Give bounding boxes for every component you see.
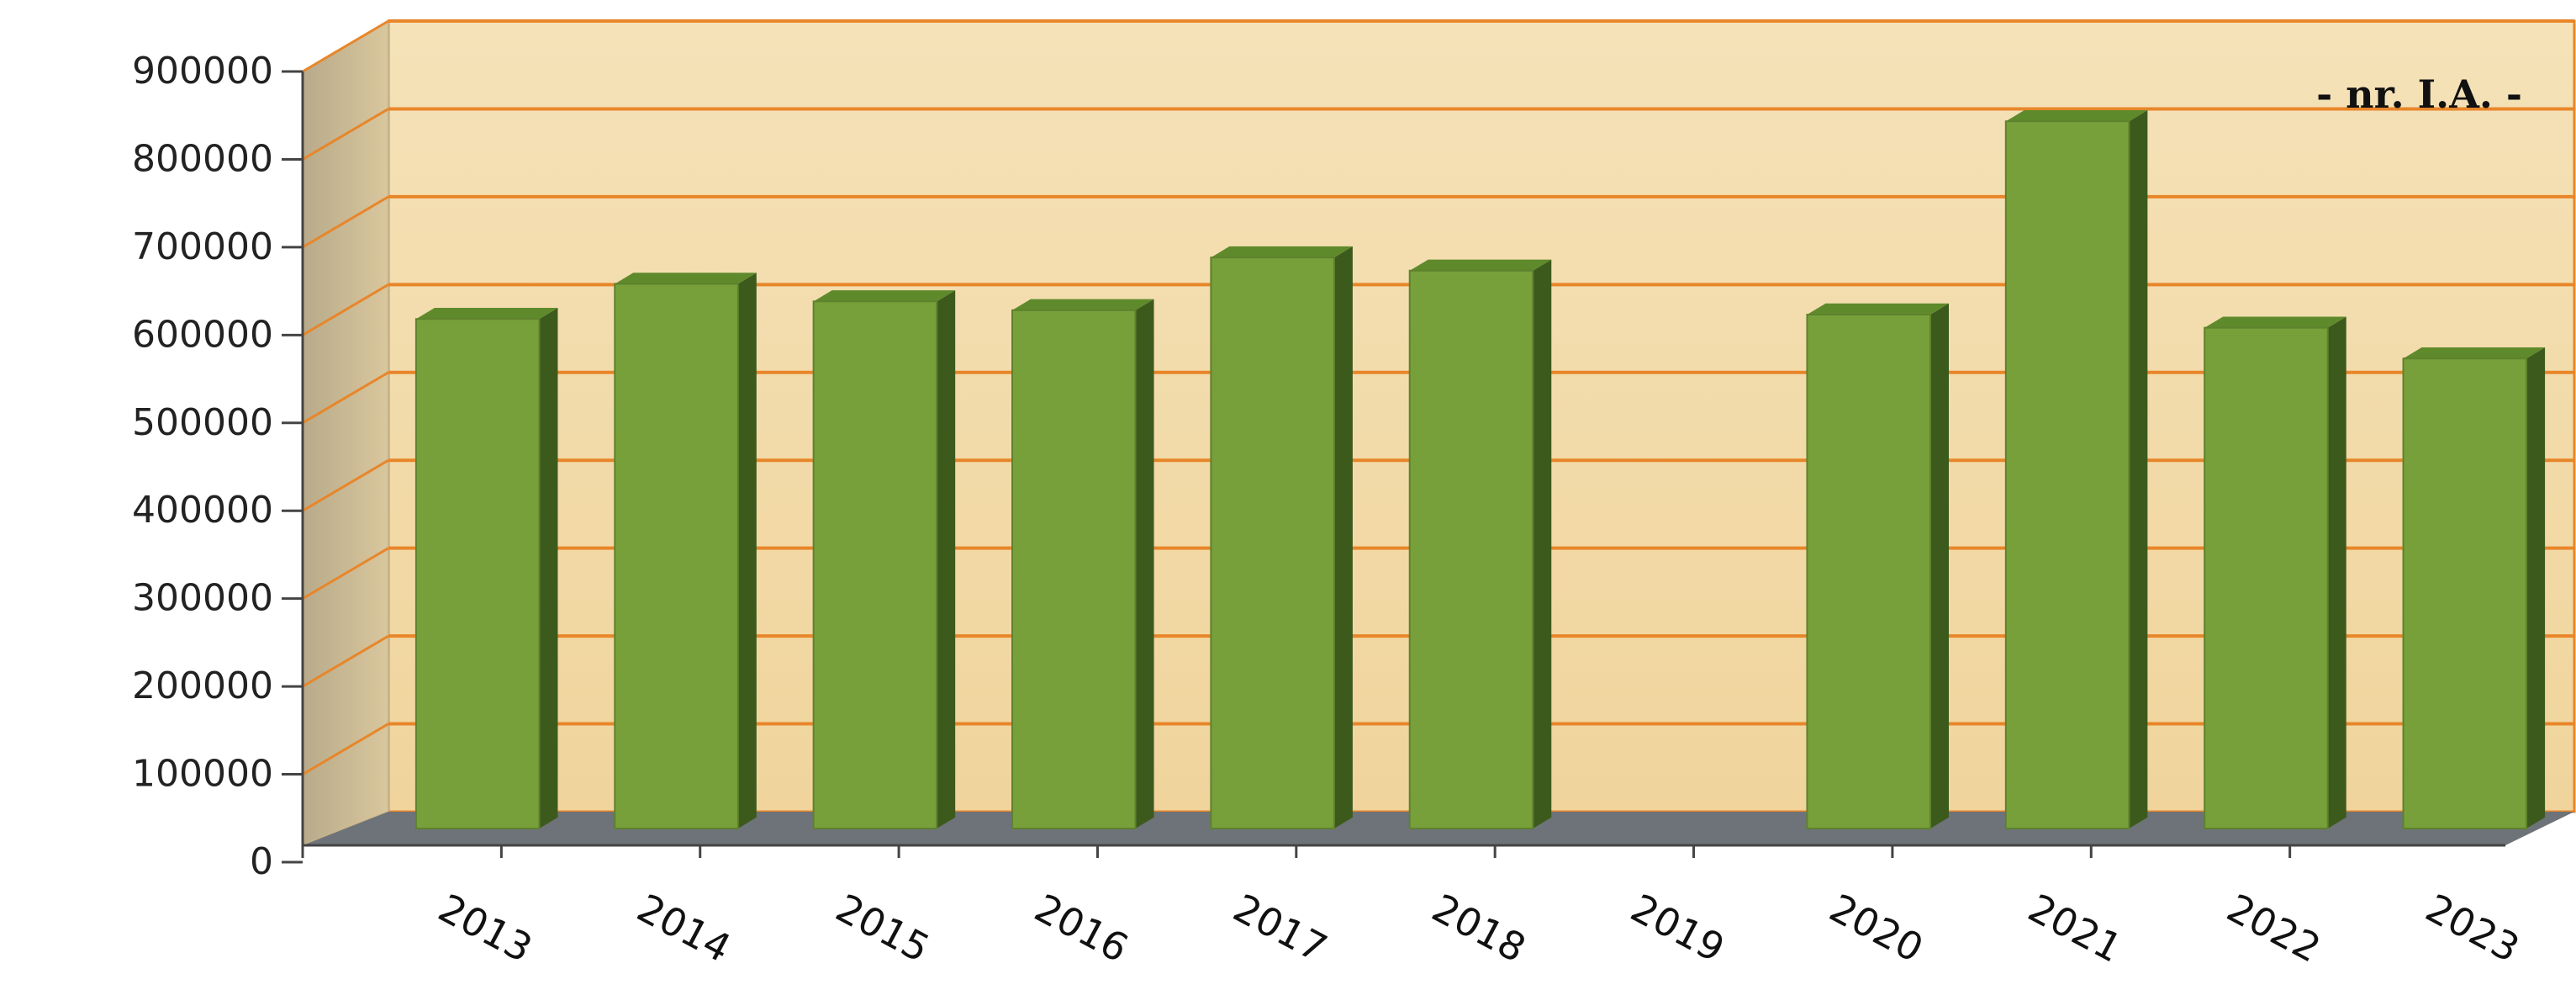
bar-side xyxy=(2129,110,2148,829)
y-tick-label: 600000 xyxy=(132,313,273,356)
side-wall xyxy=(302,19,389,847)
bar-front xyxy=(2004,120,2130,829)
bar-top xyxy=(615,273,757,284)
y-tick-label: 800000 xyxy=(132,137,273,180)
x-tick-label: 2016 xyxy=(1027,885,1136,971)
bar-2018 xyxy=(1408,259,1552,829)
y-tick-label: 500000 xyxy=(132,401,273,444)
x-tick-label: 2023 xyxy=(2419,885,2527,971)
axes xyxy=(301,71,2505,847)
x-tick-label: 2013 xyxy=(431,885,540,971)
bar-top xyxy=(1012,299,1154,310)
gridline-side xyxy=(302,547,389,600)
gridline-side xyxy=(302,195,389,249)
bar-side xyxy=(2327,316,2346,829)
bar-top xyxy=(2204,316,2346,328)
bar-2016 xyxy=(1011,299,1154,829)
bar-2013 xyxy=(414,308,558,829)
bar-top xyxy=(1211,246,1353,258)
bar-top xyxy=(1807,303,1949,315)
bar-side xyxy=(937,290,956,829)
x-tick-label: 2018 xyxy=(1425,885,1533,971)
bar-front xyxy=(2204,326,2329,829)
y-tick-label: 700000 xyxy=(132,225,273,268)
bar-2021 xyxy=(2004,110,2148,829)
y-tick-label: 200000 xyxy=(132,664,273,707)
bar-side xyxy=(539,308,558,829)
bar-front xyxy=(614,283,739,829)
bar-top xyxy=(2005,110,2148,122)
x-tick-label: 2017 xyxy=(1226,885,1334,971)
y-tick-label: 0 xyxy=(250,840,273,883)
bar-front xyxy=(812,300,938,830)
y-tick-label: 300000 xyxy=(132,577,273,620)
bars xyxy=(414,110,2546,830)
x-tick-label: 2015 xyxy=(829,885,937,971)
x-tick-labels: 2013 2014 2015 2016 2017 2018 2019 2020 2021 2022… xyxy=(301,845,2527,971)
y-tick-labels: 0 100000 200000 300000 400000 500000 600000 700… xyxy=(132,50,303,883)
y-tick-label: 900000 xyxy=(132,50,273,93)
bar-top xyxy=(1409,259,1552,271)
unit-label: - nr. I.A. - xyxy=(2316,71,2522,117)
bar-2023 xyxy=(2402,347,2546,829)
bar-side xyxy=(1930,303,1949,829)
x-tick-label: 2020 xyxy=(1823,885,1931,971)
x-tick-label: 2019 xyxy=(1623,885,1732,971)
bar-front xyxy=(1408,269,1534,829)
gridline-side xyxy=(302,634,389,688)
bar-side xyxy=(1533,259,1552,829)
bar-2022 xyxy=(2204,316,2346,829)
bar-front xyxy=(1210,257,1335,830)
bar-side xyxy=(1135,299,1154,829)
bar-side xyxy=(737,273,757,829)
gridline-side xyxy=(302,283,389,336)
bar-front xyxy=(2402,357,2528,829)
bar-front xyxy=(1011,309,1137,829)
bar-top xyxy=(2403,347,2546,359)
bar-top xyxy=(813,290,956,302)
gridline-side xyxy=(302,371,389,425)
gridline-side xyxy=(302,723,389,776)
y-tick-label: 100000 xyxy=(132,753,273,796)
bar-front xyxy=(1806,314,1932,829)
bar-2020 xyxy=(1806,303,1949,829)
gridline-side xyxy=(302,458,389,512)
y-tick-label: 400000 xyxy=(132,489,273,532)
gridline-side xyxy=(302,108,389,161)
bar-2017 xyxy=(1210,246,1353,830)
bar-front xyxy=(414,318,541,829)
bar-side xyxy=(2526,347,2546,829)
bar-side xyxy=(1333,246,1353,829)
bar-2014 xyxy=(614,273,757,829)
x-tick-label: 2021 xyxy=(2021,885,2130,971)
bar-top xyxy=(415,308,558,320)
gridline-side xyxy=(302,19,389,73)
bar-2015 xyxy=(812,290,956,830)
x-tick-label: 2022 xyxy=(2220,885,2328,971)
x-tick-label: 2014 xyxy=(630,885,738,971)
